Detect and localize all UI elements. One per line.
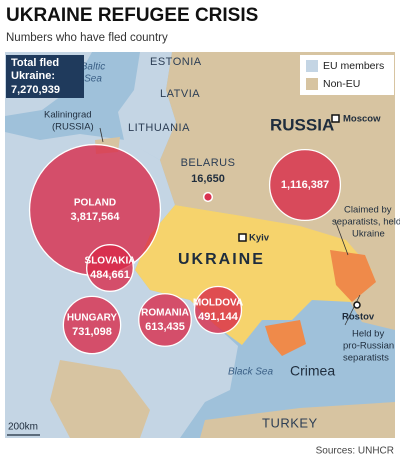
total-box: Total fled Ukraine: 7,270,939 [6,55,84,98]
place-label: Kaliningrad [44,110,92,121]
legend: EU members Non-EU [300,55,394,95]
country-label: RUSSIA [270,115,334,134]
refugee-bubble [62,295,122,355]
bubble-name: MOLDOVA [193,298,243,309]
total-label: Total fled [11,57,59,69]
city-marker [238,233,247,242]
bubble-value: 491,144 [198,311,239,323]
refugee-bubble [193,285,243,335]
annotation: Ukraine [352,229,385,240]
bubble-name: POLAND [74,198,116,209]
place-label: Crimea [290,363,335,379]
bubble-value: 731,098 [72,326,112,338]
annotation: Claimed by [344,205,392,216]
non-eu-balkans [50,360,150,438]
ukraine-area [135,205,372,345]
leader-line [344,294,361,326]
city-marker [353,301,361,309]
bubble-name: HUNGARY [67,313,118,324]
separatist-area [330,250,376,302]
bubble-value: 1,116,387 [281,179,329,191]
place-label: ESTONIA [150,56,202,68]
place-label: LITHUANIA [128,122,190,134]
legend-swatch [306,60,318,72]
country-label: UKRAINE [178,251,265,268]
eu-baltics [118,52,176,160]
crimea-area [265,320,306,356]
sea-label: Sea [84,74,102,85]
source: Sources: UNHCR [316,446,394,457]
title: UKRAINE REFUGEE CRISIS [6,5,258,26]
annotation: pro-Russian [343,341,394,352]
bubble-value: 613,435 [145,321,185,333]
leader-line [334,219,349,256]
city-marker [331,114,340,123]
bubble-name: ROMANIA [141,308,189,319]
legend-label: EU members [323,60,384,72]
bubble-name: SLOVAKIA [85,256,136,267]
refugee-bubble [202,191,214,203]
annotation: Held by [352,329,384,340]
bubble-name: BELARUS [181,157,236,169]
total-value: 7,270,939 [11,84,60,96]
place-label: LATVIA [160,88,200,100]
city-label: Kyiv [249,233,270,244]
legend-label: Non-EU [323,78,360,90]
city-label: Rostov [342,312,375,323]
sea-label: Baltic [81,62,105,73]
bubble-value: 3,817,564 [71,211,121,223]
annotations: Claimed by separatists, held by Ukraine … [332,205,400,364]
place-labels: ESTONIA LATVIA LITHUANIA Baltic Sea Kali… [44,56,381,431]
annotation: separatists [343,353,389,364]
total-background [6,55,84,98]
bubble-value: 16,650 [191,173,225,185]
bubble-value: 484,661 [90,269,130,281]
leader-line [99,127,104,143]
refugee-bubble [86,244,134,292]
non-eu-turkey [200,402,395,438]
scale-label: 200km [8,422,38,433]
subtitle: Numbers who have fled country [6,32,168,44]
bubbles: POLAND 3,817,564 1,116,387 BELARUS 16,650 SLO… [28,143,342,355]
legend-swatch [306,78,318,90]
total-label: Ukraine: [11,70,55,82]
scale-bar: 200km [7,422,40,436]
city-label: Moscow [343,114,381,125]
annotation: separatists, held by [332,217,400,228]
country-label: TURKEY [262,415,318,430]
place-label: (RUSSIA) [52,122,94,133]
sea-label: Black Sea [228,367,273,378]
refugee-bubble [268,148,342,222]
refugee-bubble [138,293,192,347]
